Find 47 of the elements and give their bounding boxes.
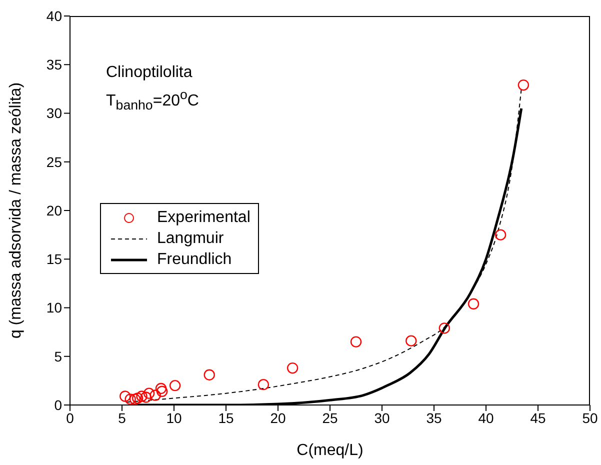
x-tick-label: 30 xyxy=(374,410,390,426)
x-tick-label: 0 xyxy=(66,410,74,426)
y-tick-label: 20 xyxy=(46,202,62,218)
x-tick-label: 45 xyxy=(530,410,546,426)
x-axis-title: C(meq/L) xyxy=(296,442,364,459)
point xyxy=(120,390,131,402)
point xyxy=(140,392,152,403)
x-tick-label: 20 xyxy=(270,410,286,426)
point xyxy=(518,79,530,91)
point xyxy=(204,369,215,380)
y-tick-label: 15 xyxy=(46,251,62,268)
y-tick-label: 5 xyxy=(54,348,62,364)
point xyxy=(350,336,362,348)
point xyxy=(124,394,136,405)
y-tick-label: 35 xyxy=(46,56,62,73)
x-tick-label: 40 xyxy=(478,410,494,426)
point xyxy=(129,394,141,405)
y-tick-label: 30 xyxy=(46,105,62,122)
x-tick-label: 50 xyxy=(582,410,598,426)
y-tick-label: 25 xyxy=(46,154,62,170)
legend-label: Langmuir xyxy=(157,229,224,249)
point xyxy=(150,390,161,401)
point xyxy=(155,382,167,394)
point xyxy=(468,298,480,310)
point xyxy=(136,390,148,402)
x-tick-label: 10 xyxy=(166,410,182,426)
legend-label: Experimental xyxy=(157,208,250,228)
x-tick-label: 5 xyxy=(118,410,126,426)
point xyxy=(258,378,270,390)
y-tick-label: 0 xyxy=(54,396,62,413)
y-axis-title: q (massa adsorvida / massa zeólita) xyxy=(8,82,25,339)
annotation: T$_{banho}$=20$^{o}$C xyxy=(106,86,199,115)
y-tick-label: 10 xyxy=(46,300,62,316)
point xyxy=(286,362,298,374)
annotation: Clinoptilolita xyxy=(106,63,194,83)
point xyxy=(494,229,506,240)
point xyxy=(156,386,168,397)
x-tick-label: 25 xyxy=(322,410,338,426)
point xyxy=(438,322,450,334)
x-tick-label: 15 xyxy=(218,410,234,426)
y-tick-label: 40 xyxy=(46,8,62,24)
x-tick-label: 35 xyxy=(426,410,442,426)
point xyxy=(143,388,155,399)
point xyxy=(132,392,144,404)
legend-label: Freundlich xyxy=(157,250,232,270)
point xyxy=(169,380,181,392)
point xyxy=(406,335,417,346)
